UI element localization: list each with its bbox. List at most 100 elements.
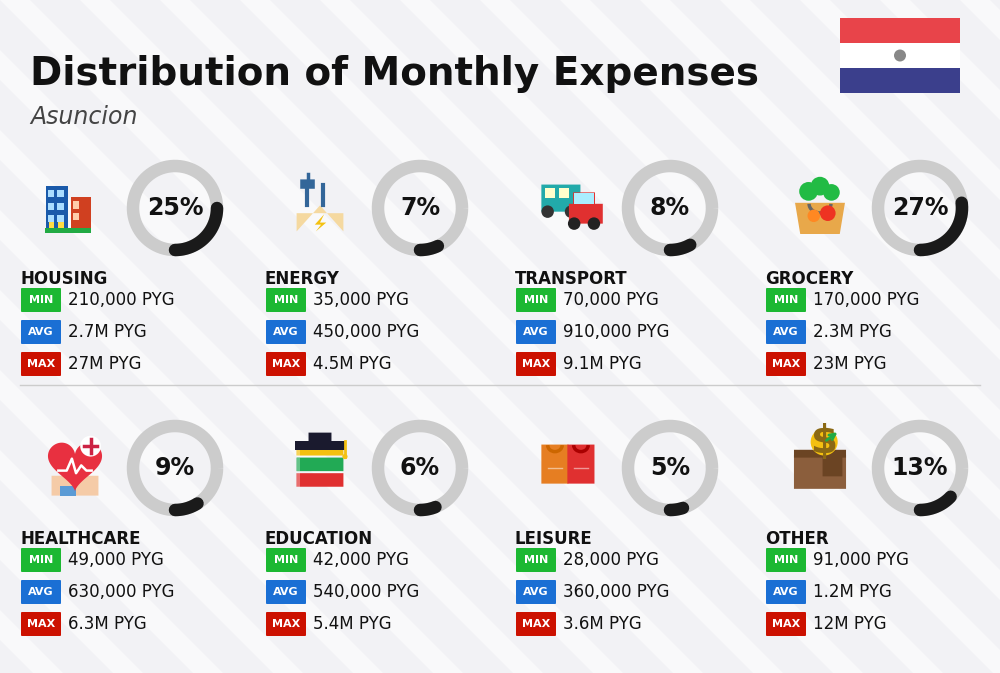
FancyBboxPatch shape xyxy=(569,204,603,223)
Text: AVG: AVG xyxy=(773,327,799,337)
FancyBboxPatch shape xyxy=(48,215,54,222)
FancyBboxPatch shape xyxy=(49,222,54,229)
FancyBboxPatch shape xyxy=(559,188,569,198)
FancyBboxPatch shape xyxy=(48,203,54,210)
Text: AVG: AVG xyxy=(28,587,54,597)
Text: MIN: MIN xyxy=(29,555,53,565)
FancyBboxPatch shape xyxy=(48,190,54,197)
FancyBboxPatch shape xyxy=(766,548,806,572)
FancyBboxPatch shape xyxy=(309,433,331,443)
Text: AVG: AVG xyxy=(273,587,299,597)
Text: 13%: 13% xyxy=(892,456,948,480)
Text: AVG: AVG xyxy=(523,327,549,337)
FancyBboxPatch shape xyxy=(21,352,61,376)
Circle shape xyxy=(823,184,840,201)
Text: 5%: 5% xyxy=(650,456,690,480)
FancyBboxPatch shape xyxy=(71,197,91,229)
FancyBboxPatch shape xyxy=(21,612,61,636)
Circle shape xyxy=(588,217,600,230)
Text: 49,000 PYG: 49,000 PYG xyxy=(68,551,164,569)
Text: MAX: MAX xyxy=(27,619,55,629)
FancyBboxPatch shape xyxy=(516,580,556,604)
Circle shape xyxy=(894,50,906,61)
Text: MAX: MAX xyxy=(772,619,800,629)
Text: MIN: MIN xyxy=(274,555,298,565)
FancyBboxPatch shape xyxy=(516,352,556,376)
Text: 7%: 7% xyxy=(400,196,440,220)
FancyBboxPatch shape xyxy=(573,192,595,205)
Polygon shape xyxy=(297,205,343,232)
FancyBboxPatch shape xyxy=(541,184,580,212)
Circle shape xyxy=(811,429,838,456)
Text: 6.3M PYG: 6.3M PYG xyxy=(68,615,147,633)
FancyBboxPatch shape xyxy=(295,441,345,450)
FancyBboxPatch shape xyxy=(840,43,960,68)
FancyBboxPatch shape xyxy=(46,186,68,230)
Text: AVG: AVG xyxy=(273,327,299,337)
FancyBboxPatch shape xyxy=(266,288,306,312)
FancyBboxPatch shape xyxy=(516,320,556,344)
Text: 2.7M PYG: 2.7M PYG xyxy=(68,323,147,341)
FancyBboxPatch shape xyxy=(766,580,806,604)
Text: OTHER: OTHER xyxy=(765,530,829,548)
FancyBboxPatch shape xyxy=(297,442,300,456)
Text: 450,000 PYG: 450,000 PYG xyxy=(313,323,419,341)
Text: MAX: MAX xyxy=(272,619,300,629)
Text: AVG: AVG xyxy=(773,587,799,597)
Text: 2.3M PYG: 2.3M PYG xyxy=(813,323,892,341)
FancyBboxPatch shape xyxy=(266,548,306,572)
FancyBboxPatch shape xyxy=(21,288,61,312)
FancyBboxPatch shape xyxy=(73,201,79,209)
Text: 5.4M PYG: 5.4M PYG xyxy=(313,615,392,633)
Text: TRANSPORT: TRANSPORT xyxy=(515,270,628,288)
FancyBboxPatch shape xyxy=(766,320,806,344)
FancyBboxPatch shape xyxy=(297,473,343,487)
Text: MAX: MAX xyxy=(522,359,550,369)
Circle shape xyxy=(799,182,818,201)
Text: MIN: MIN xyxy=(524,295,548,305)
FancyBboxPatch shape xyxy=(516,548,556,572)
FancyBboxPatch shape xyxy=(541,445,568,484)
Text: 42,000 PYG: 42,000 PYG xyxy=(313,551,409,569)
Text: AVG: AVG xyxy=(523,587,549,597)
FancyBboxPatch shape xyxy=(297,442,343,456)
Text: MIN: MIN xyxy=(524,555,548,565)
Text: AVG: AVG xyxy=(28,327,54,337)
Text: 4.5M PYG: 4.5M PYG xyxy=(313,355,392,373)
FancyBboxPatch shape xyxy=(766,288,806,312)
Text: 1.2M PYG: 1.2M PYG xyxy=(813,583,892,601)
FancyBboxPatch shape xyxy=(840,68,960,93)
Text: 35,000 PYG: 35,000 PYG xyxy=(313,291,409,309)
Text: 23M PYG: 23M PYG xyxy=(813,355,887,373)
Polygon shape xyxy=(315,214,326,232)
Text: 170,000 PYG: 170,000 PYG xyxy=(813,291,920,309)
Text: GROCERY: GROCERY xyxy=(765,270,853,288)
FancyBboxPatch shape xyxy=(766,352,806,376)
Text: MAX: MAX xyxy=(272,359,300,369)
FancyBboxPatch shape xyxy=(794,455,846,489)
FancyBboxPatch shape xyxy=(297,473,300,487)
Text: 540,000 PYG: 540,000 PYG xyxy=(313,583,419,601)
Text: 9%: 9% xyxy=(155,456,195,480)
FancyBboxPatch shape xyxy=(794,450,846,458)
FancyBboxPatch shape xyxy=(567,445,594,484)
Text: MIN: MIN xyxy=(274,295,298,305)
Text: 91,000 PYG: 91,000 PYG xyxy=(813,551,909,569)
Text: 9.1M PYG: 9.1M PYG xyxy=(563,355,642,373)
Text: 25%: 25% xyxy=(147,196,203,220)
FancyBboxPatch shape xyxy=(266,580,306,604)
FancyBboxPatch shape xyxy=(21,548,61,572)
Text: 3.6M PYG: 3.6M PYG xyxy=(563,615,642,633)
FancyBboxPatch shape xyxy=(52,476,98,495)
Polygon shape xyxy=(48,443,102,491)
FancyBboxPatch shape xyxy=(45,228,91,234)
Text: $: $ xyxy=(811,423,838,461)
Polygon shape xyxy=(795,203,845,234)
Circle shape xyxy=(808,209,820,222)
FancyBboxPatch shape xyxy=(823,456,842,476)
Text: Asuncion: Asuncion xyxy=(30,105,138,129)
Text: 12M PYG: 12M PYG xyxy=(813,615,887,633)
FancyBboxPatch shape xyxy=(57,203,64,210)
FancyBboxPatch shape xyxy=(266,352,306,376)
FancyBboxPatch shape xyxy=(297,458,343,471)
